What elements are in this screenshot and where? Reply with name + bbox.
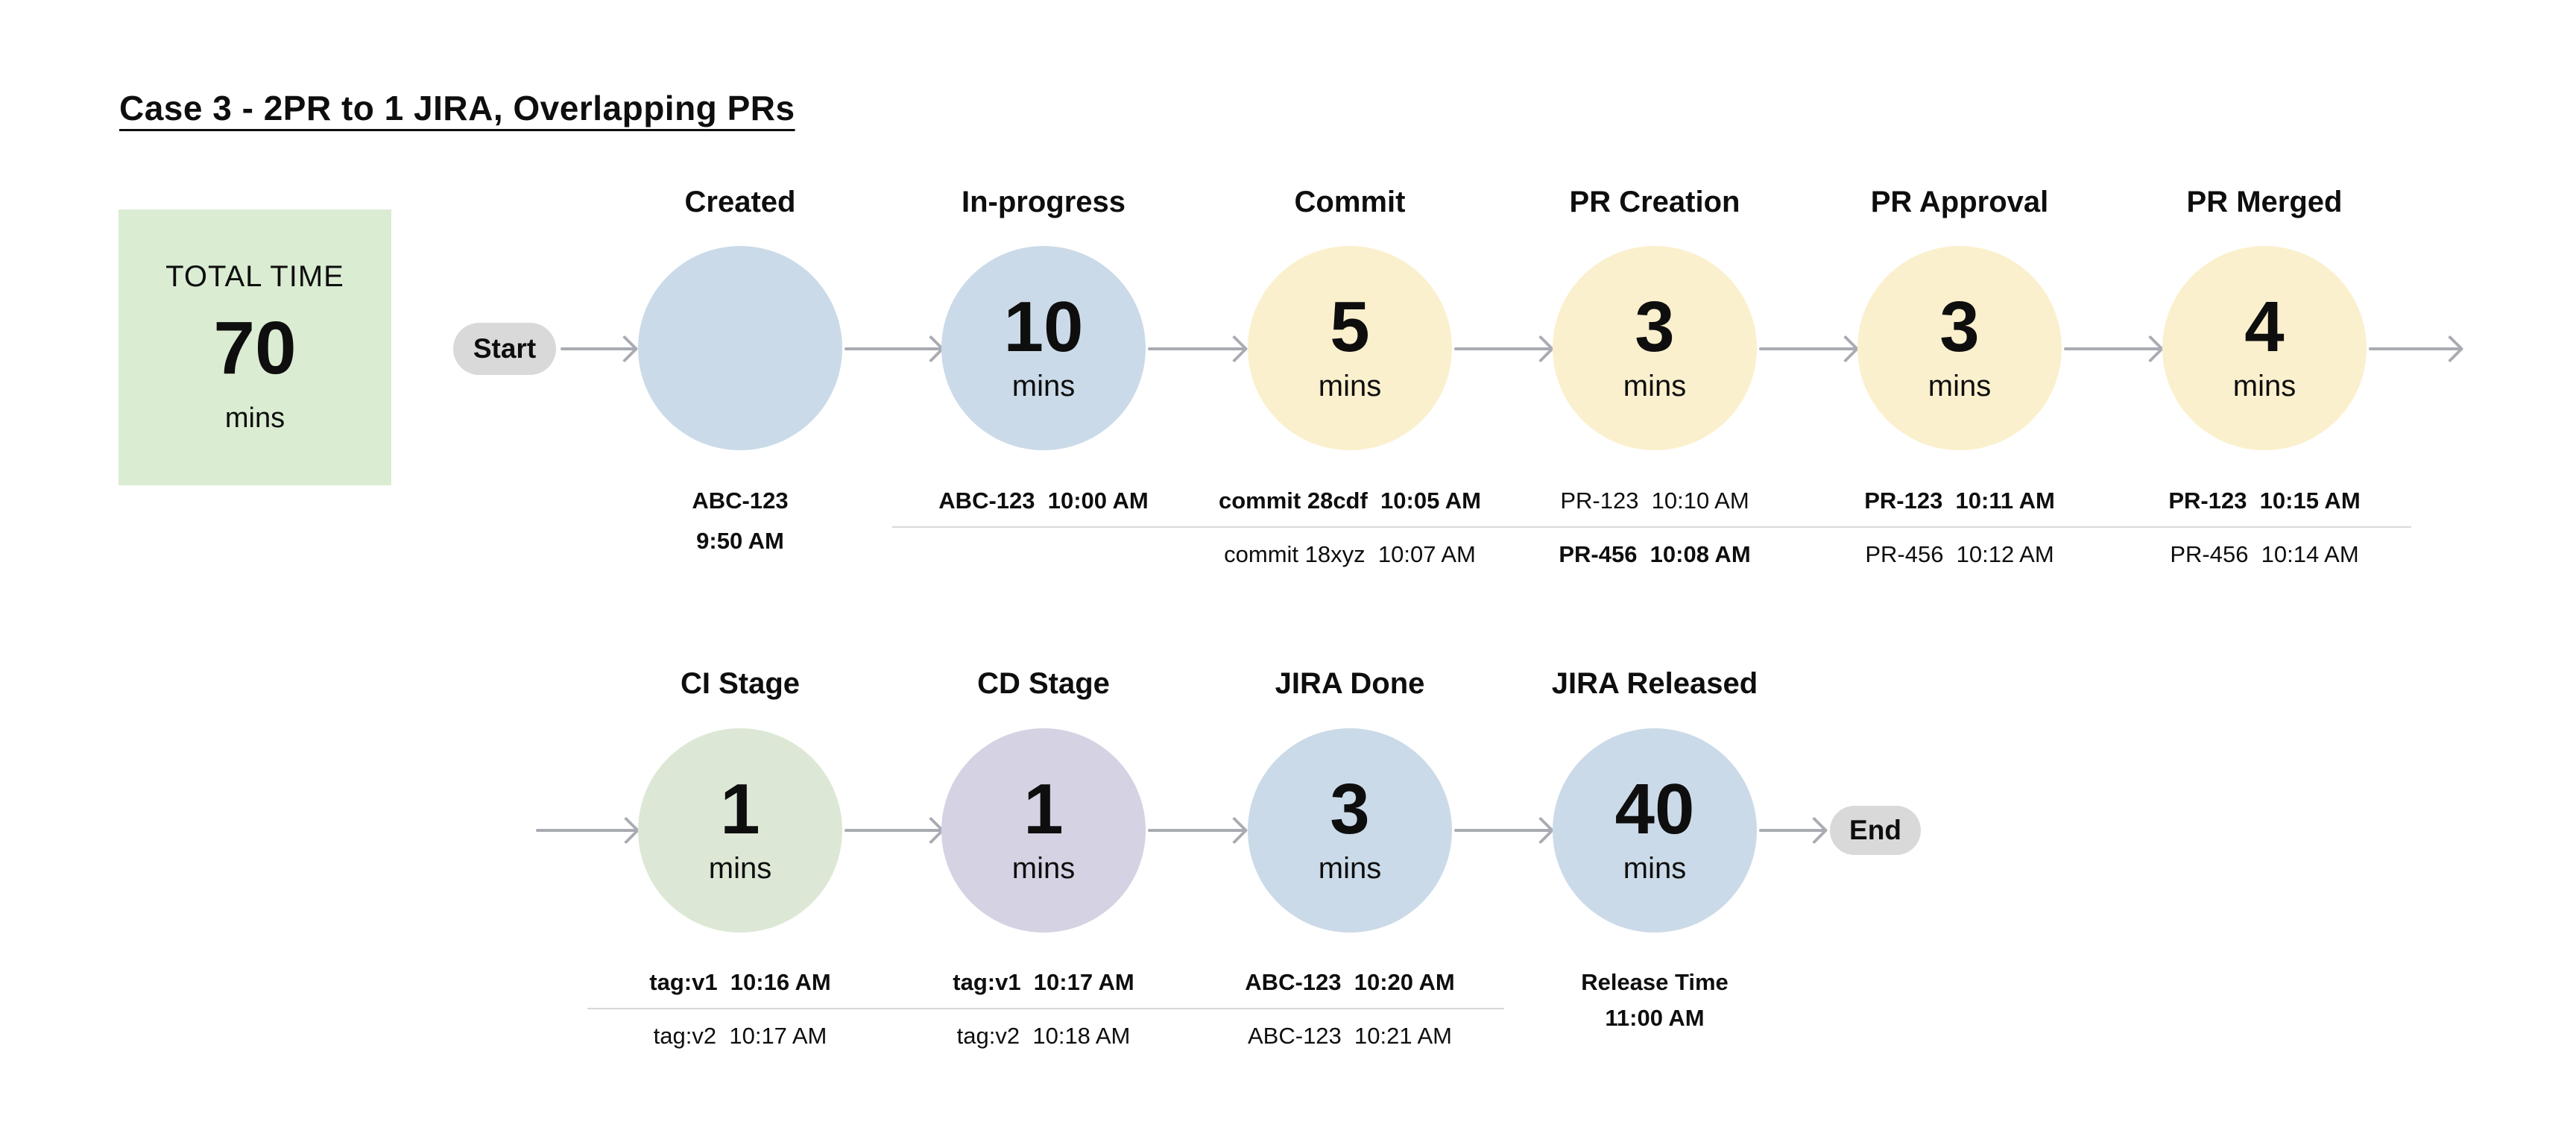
node-cd-stage-unit: mins [1011, 852, 1076, 886]
node-ci-stage: 1 mins [638, 728, 842, 933]
stage-title-cd-stage: CD Stage [977, 667, 1110, 700]
node-pr-merged-unit: mins [2232, 370, 2296, 403]
annotation-created-line2: 9:50 AM [696, 528, 784, 554]
annotation-pr-merged-line1: PR-123 10:15 AM [2168, 488, 2361, 514]
node-cd-stage-duration: 1 [1023, 769, 1064, 849]
annotation-jira-done-line2: ABC-123 10:21 AM [1248, 1023, 1452, 1049]
arrow-pr-creation-to-approval [1759, 347, 1855, 350]
node-pr-approval: 3 mins [1857, 246, 2062, 450]
annotation-jira-done-line1: ABC-123 10:20 AM [1245, 969, 1455, 995]
node-commit: 5 mins [1248, 246, 1452, 450]
node-jira-done-duration: 3 [1330, 769, 1370, 849]
node-in-progress: 10 mins [941, 246, 1146, 450]
total-time-label: TOTAL TIME [165, 260, 344, 293]
arrow-start-to-created [561, 347, 634, 350]
arrow-pr-merged-to-next-row [2369, 347, 2460, 350]
total-time-unit: mins [224, 403, 285, 434]
arrow-into-ci-stage [536, 829, 636, 832]
annotation-created-line1: ABC-123 [692, 488, 789, 514]
node-pr-approval-duration: 3 [1939, 286, 1980, 367]
node-commit-duration: 5 [1330, 286, 1370, 367]
node-pr-creation-unit: mins [1623, 370, 1687, 403]
annotation-in-progress-line1: ABC-123 10:00 AM [938, 488, 1149, 514]
node-in-progress-duration: 10 [1003, 286, 1084, 367]
arrow-jira-released-to-end [1759, 829, 1824, 832]
node-cd-stage: 1 mins [941, 728, 1146, 933]
arrow-created-to-in-progress [845, 347, 941, 350]
annotation-ci-stage-line1: tag:v1 10:16 AM [649, 969, 831, 995]
annotation-cd-stage-line2: tag:v2 10:18 AM [956, 1023, 1131, 1049]
node-created [638, 246, 842, 450]
annotation-jira-released-line2: 11:00 AM [1605, 1005, 1705, 1031]
node-in-progress-unit: mins [1011, 370, 1076, 403]
annotation-cd-stage-line1: tag:v1 10:17 AM [953, 969, 1134, 995]
total-time-card: TOTAL TIME 70 mins [119, 209, 391, 485]
annotation-pr-creation-line2: PR-456 10:08 AM [1559, 541, 1751, 567]
node-jira-released-unit: mins [1623, 852, 1687, 886]
annotation-ci-stage-line2: tag:v2 10:17 AM [653, 1023, 827, 1049]
arrow-pr-approval-to-merged [2064, 347, 2160, 350]
node-commit-unit: mins [1318, 370, 1382, 403]
annotation-commit-line1: commit 28cdf 10:05 AM [1218, 488, 1482, 514]
stage-title-pr-merged: PR Merged [2186, 186, 2343, 218]
node-jira-released: 40 mins [1553, 728, 1757, 933]
stage-title-pr-creation: PR Creation [1569, 186, 1740, 218]
page-title: Case 3 - 2PR to 1 JIRA, Overlapping PRs [119, 89, 795, 127]
node-pr-merged-duration: 4 [2244, 286, 2285, 367]
stage-title-pr-approval: PR Approval [1870, 186, 2049, 218]
stage-title-commit: Commit [1294, 186, 1406, 218]
stage-title-created: Created [684, 186, 796, 218]
annotation-pr-approval-line2: PR-456 10:12 AM [1865, 541, 2054, 567]
annotation-divider-row2 [587, 1008, 1504, 1009]
node-pr-creation: 3 mins [1553, 246, 1757, 450]
arrow-commit-to-pr-creation [1454, 347, 1550, 350]
node-ci-stage-duration: 1 [720, 769, 760, 849]
annotation-jira-released-line1: Release Time [1581, 969, 1729, 995]
arrow-cd-to-jira-done [1148, 829, 1244, 832]
stage-title-ci-stage: CI Stage [680, 667, 801, 700]
arrow-jira-done-to-released [1454, 829, 1550, 832]
stage-title-jira-done: JIRA Done [1275, 667, 1425, 700]
annotation-pr-approval-line1: PR-123 10:11 AM [1864, 488, 2055, 514]
stage-title-jira-released: JIRA Released [1551, 667, 1758, 700]
stage-title-in-progress: In-progress [961, 186, 1126, 218]
annotation-pr-creation-line1: PR-123 10:10 AM [1560, 488, 1749, 514]
total-time-value: 70 [213, 306, 297, 390]
node-pr-creation-duration: 3 [1635, 286, 1675, 367]
node-ci-stage-unit: mins [708, 852, 772, 886]
node-jira-released-duration: 40 [1614, 769, 1695, 849]
node-jira-done-unit: mins [1318, 852, 1382, 886]
annotation-divider-row1 [892, 526, 2411, 528]
end-pill: End [1830, 806, 1921, 855]
node-pr-approval-unit: mins [1928, 370, 1992, 403]
arrow-in-progress-to-commit [1148, 347, 1244, 350]
annotation-pr-merged-line2: PR-456 10:14 AM [2170, 541, 2359, 567]
annotation-commit-line2: commit 18xyz 10:07 AM [1224, 541, 1476, 567]
node-jira-done: 3 mins [1248, 728, 1452, 933]
arrow-ci-to-cd-stage [845, 829, 941, 832]
start-pill: Start [453, 323, 556, 375]
node-pr-merged: 4 mins [2162, 246, 2367, 450]
